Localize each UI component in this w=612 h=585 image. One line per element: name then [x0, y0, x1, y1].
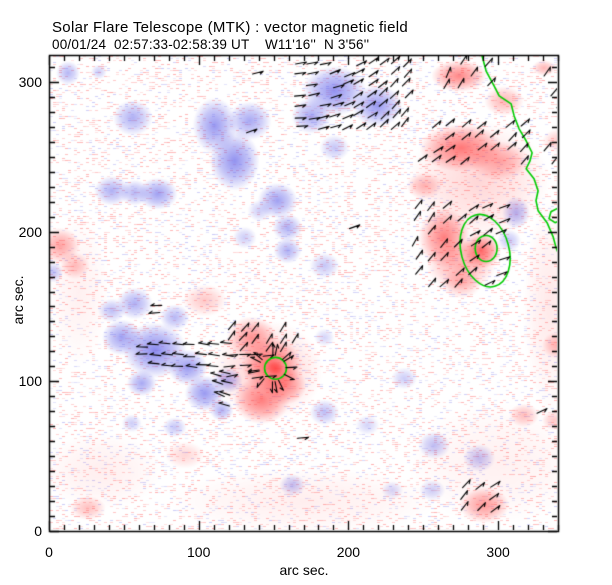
y-axis-label: arc sec.	[10, 275, 26, 325]
y-axis-tick-label: 100	[18, 373, 42, 390]
y-axis-tick-label: 300	[18, 73, 42, 90]
x-axis-tick-label: 300	[486, 544, 510, 560]
y-axis-tick-label: 0	[34, 523, 42, 539]
x-axis-label: arc sec.	[279, 562, 329, 578]
x-axis-tick-label: 0	[45, 544, 53, 560]
x-axis-tick-label: 200	[336, 544, 361, 560]
y-axis-tick-label: 200	[18, 223, 42, 240]
x-axis-tick-label: 100	[187, 544, 211, 560]
plot-subtitle: 00/01/24 02:57:33-02:58:39 UT W11'16'' N…	[52, 37, 370, 52]
plot-title: Solar Flare Telescope (MTK) : vector mag…	[52, 19, 408, 36]
